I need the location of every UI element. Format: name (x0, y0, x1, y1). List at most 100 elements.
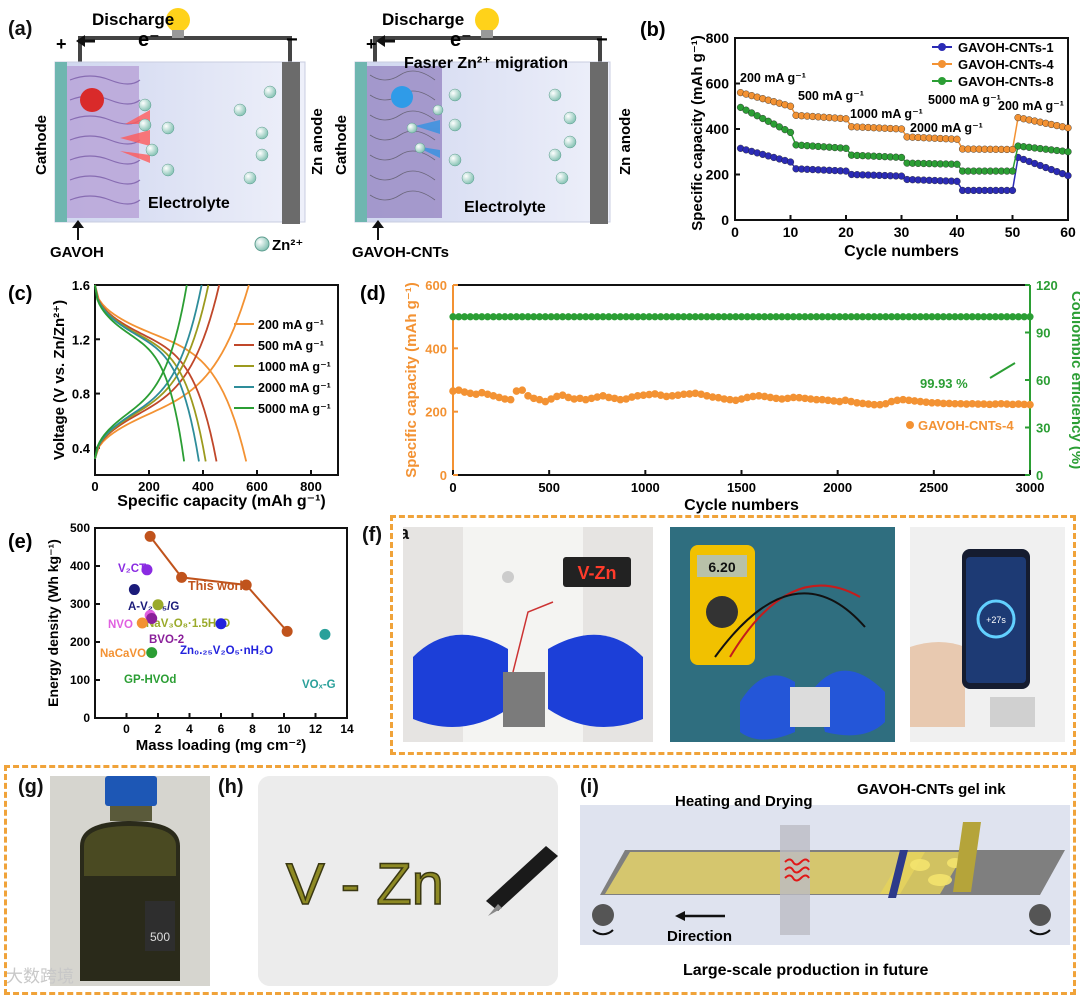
discharge-label: Discharge (92, 10, 174, 29)
x-tick-label: 12 (309, 722, 323, 736)
left-cell (54, 8, 306, 252)
capacity-point (645, 390, 653, 399)
legend-label: 1000 mA g⁻¹ (258, 360, 331, 374)
capacity-point (876, 400, 884, 409)
x-axis-label: Mass loading (mg cm⁻²) (136, 737, 306, 754)
capacity-point (553, 392, 561, 401)
efficiency-point (605, 313, 613, 321)
data-point (842, 115, 850, 123)
heating-label: Heating and Drying (675, 793, 813, 810)
legend-label: 500 mA g⁻¹ (258, 339, 324, 353)
capacity-point (524, 392, 532, 400)
capacity-point (830, 397, 838, 405)
capacity-point (899, 395, 907, 404)
panel-f-frame (390, 515, 1076, 755)
literature-point (215, 618, 227, 630)
electron-label: e⁻ (450, 29, 472, 51)
capacity-point (662, 392, 671, 401)
efficiency-point (864, 313, 873, 321)
efficiency-point (1020, 313, 1028, 321)
literature-label: V₂CTₓ (118, 563, 151, 575)
efficiency-point (680, 313, 688, 321)
capacity-point (483, 390, 492, 399)
capacity-point (547, 395, 555, 403)
efficiency-point (859, 313, 867, 321)
x-tick-label: 4 (186, 722, 193, 736)
x-axis-label: Specific capacity (mAh g⁻¹) (117, 493, 326, 510)
rate-annotation: 5000 mA g⁻¹ (928, 93, 1001, 107)
literature-label: NaCaVO (100, 648, 146, 660)
capacity-point (535, 395, 544, 404)
photo-bottle: 500 (50, 776, 210, 986)
legend-label: GAVOH-CNTs-4 (958, 57, 1054, 72)
watermark: 大数跨境 (6, 967, 74, 987)
x-tick-label: 40 (949, 224, 965, 240)
capacity-point (974, 400, 982, 408)
efficiency-point (449, 313, 457, 321)
capacity-point (714, 393, 723, 402)
rate-annotation: 1000 mA g⁻¹ (850, 107, 923, 121)
capacity-point (454, 386, 463, 394)
y-tick-label: 600 (706, 76, 730, 92)
roller-right (1029, 904, 1051, 926)
blade (888, 850, 908, 898)
capacity-point (812, 395, 821, 404)
efficiency-point (1009, 313, 1017, 321)
efficiency-point (939, 313, 948, 321)
efficiency-point (841, 313, 849, 321)
panel-i-label: (i) (580, 776, 599, 798)
efficiency-point (570, 313, 578, 321)
y-axis-label: Specific capacity (mAh g⁻¹) (403, 282, 420, 477)
y-tick-label: 200 (706, 167, 730, 183)
y2-tick-label: 90 (1036, 326, 1050, 341)
migration-label: Fasrer Zn²⁺ migration (404, 55, 568, 72)
efficiency-point (616, 313, 624, 321)
efficiency-point (1003, 313, 1011, 321)
efficiency-point (980, 313, 988, 321)
capacity-point (449, 387, 457, 395)
capacity-point (824, 396, 832, 405)
efficiency-point (801, 313, 809, 321)
efficiency-point (709, 313, 717, 321)
panel-a: (a) (0, 0, 640, 280)
capacity-point (570, 395, 578, 403)
efficiency-point (495, 313, 503, 321)
x-axis-label: Cycle numbers (844, 243, 959, 260)
capacity-point (818, 395, 827, 404)
data-point (786, 158, 795, 166)
bottom-panels-frame (4, 765, 1076, 995)
charge-curve (94, 284, 221, 459)
capacity-point (691, 389, 700, 398)
annotation-arrow (989, 362, 1016, 379)
x-tick-label: 0 (731, 224, 739, 240)
capacity-point (680, 390, 688, 399)
efficiency-point (645, 313, 653, 321)
legend-marker (938, 43, 946, 51)
charge-curve (94, 284, 210, 459)
data-point (786, 102, 795, 110)
legend-label: GAVOH-CNTs-8 (958, 74, 1054, 89)
y-axis-label: Energy density (Wh kg⁻¹) (45, 539, 61, 707)
capacity-point (703, 392, 711, 400)
literature-point (146, 612, 158, 624)
capacity-point (801, 394, 809, 403)
efficiency-point (489, 313, 497, 321)
electron-label: e⁻ (138, 29, 160, 51)
literature-point (152, 599, 164, 611)
efficiency-point (703, 313, 711, 321)
x-tick-label: 0 (91, 479, 98, 494)
capacity-point (1003, 400, 1011, 408)
this-work-point (240, 579, 252, 591)
literature-label: BVO-2 (149, 634, 184, 646)
efficiency-point (968, 313, 976, 321)
chart-d-long-cycling: (d)0 500 1000 1500 2000 2500 30000200400600030… (360, 278, 1080, 514)
capacity-point (518, 386, 527, 394)
legend-label: GAVOH-CNTs-1 (958, 40, 1054, 55)
literature-point (146, 647, 158, 659)
efficiency-point (732, 313, 740, 321)
efficiency-point (576, 313, 584, 321)
legend-marker (938, 77, 946, 85)
y-tick-label: 400 (70, 559, 90, 573)
data-point (1008, 145, 1017, 154)
